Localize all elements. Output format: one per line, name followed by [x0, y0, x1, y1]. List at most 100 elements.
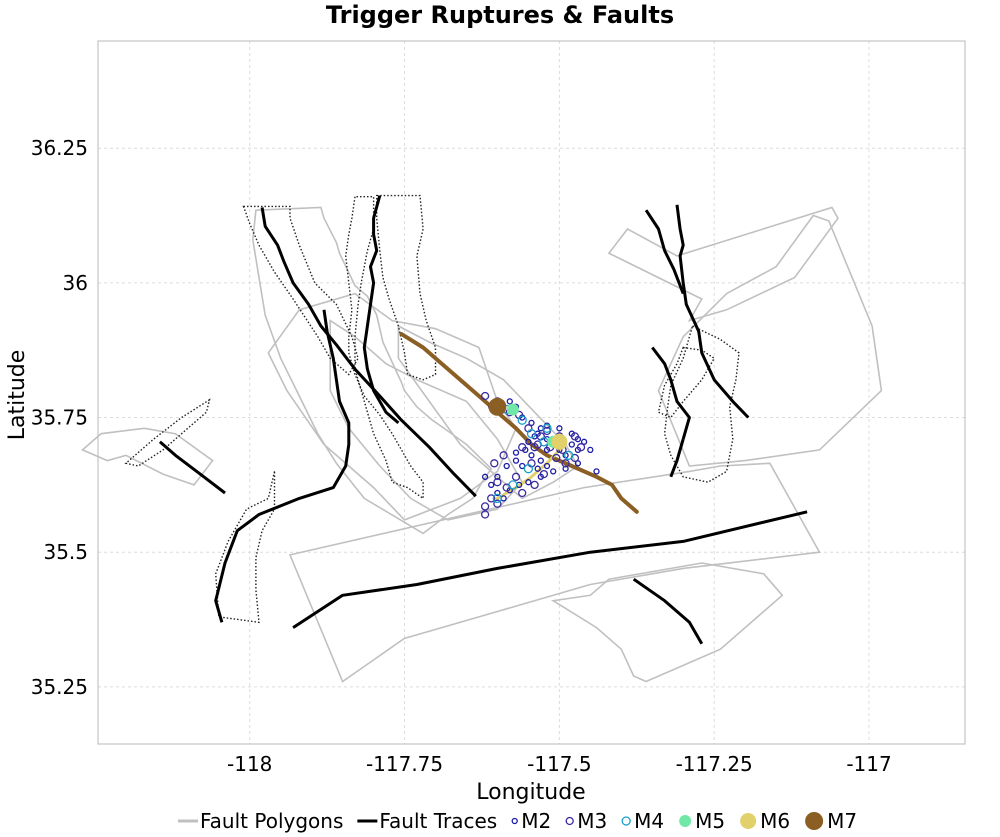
- fault-trace: [669, 438, 685, 478]
- event-m2: [550, 468, 557, 475]
- x-axis-label: Longitude: [476, 780, 585, 805]
- event-m4: [523, 464, 534, 474]
- event-m4: [508, 480, 518, 490]
- event-m3: [511, 472, 521, 481]
- legend-swatch: [740, 813, 757, 829]
- legend-item-fault-polygons: Fault Polygons: [178, 809, 343, 833]
- event-m3: [570, 432, 580, 441]
- rupture-trace-m6: [495, 448, 561, 500]
- legend-label: M6: [760, 809, 790, 833]
- legend: Fault Polygons Fault Traces M2 M3 M4 M5 M6 M7: [178, 809, 857, 833]
- legend-swatch: [511, 817, 518, 825]
- plot-frame: [97, 40, 966, 745]
- event-m3: [552, 453, 561, 463]
- fault-polygon-dotted: [214, 471, 276, 624]
- event-m2: [543, 462, 551, 470]
- fault-trace: [362, 195, 400, 425]
- event-m3: [561, 459, 570, 468]
- legend-label: M4: [634, 809, 664, 833]
- fault-polygons-dotted: [124, 194, 740, 624]
- legend-item-m6: M6: [740, 809, 790, 833]
- event-m3: [480, 510, 490, 519]
- fault-polygons: [81, 206, 883, 683]
- fault-trace: [214, 309, 351, 623]
- legend-swatch: [621, 816, 631, 826]
- event-m3: [539, 469, 549, 479]
- fault-trace: [292, 510, 808, 629]
- event-m3: [490, 459, 499, 468]
- fault-polygon: [657, 214, 883, 467]
- event-m2: [488, 481, 495, 489]
- event-m3: [493, 499, 502, 508]
- event-m4: [542, 423, 552, 433]
- event-m3: [518, 443, 527, 452]
- event-m3: [576, 443, 586, 452]
- fault-polygon-dotted: [376, 194, 437, 381]
- event-m2: [525, 479, 532, 486]
- fault-polygon: [550, 562, 784, 683]
- fault-polygon: [251, 206, 493, 535]
- event-m3: [480, 502, 490, 511]
- y-tick-label: 36.25: [31, 136, 88, 160]
- event-m6: [551, 433, 568, 450]
- legend-item-m5: M5: [679, 809, 725, 833]
- fault-polygon: [81, 427, 214, 486]
- legend-item-m4: M4: [621, 809, 664, 833]
- event-m2: [528, 419, 535, 427]
- event-m4: [564, 450, 574, 460]
- fault-polygon-dotted: [657, 346, 716, 419]
- event-m5: [506, 403, 519, 416]
- rupture-traces: [399, 332, 639, 514]
- fault-polygon-dotted: [124, 398, 211, 467]
- y-tick-label: 35.25: [31, 675, 88, 699]
- fault-trace: [632, 577, 704, 645]
- event-m2: [494, 489, 501, 497]
- event-m2: [593, 468, 600, 475]
- legend-item-fault-traces: Fault Traces: [357, 809, 497, 833]
- fault-trace: [651, 346, 691, 440]
- y-tick-label: 35.75: [31, 406, 88, 430]
- event-m2: [506, 398, 513, 405]
- event-m2: [534, 465, 541, 472]
- grid: [98, 41, 965, 744]
- event-m3: [487, 494, 496, 503]
- fault-polygon: [288, 462, 821, 683]
- x-tick-label: -118: [227, 752, 272, 776]
- event-m2: [503, 462, 510, 470]
- y-tick-labels: 35.25 35.5 35.75 36 36.25: [31, 136, 88, 699]
- legend-label: M2: [521, 809, 551, 833]
- fault-polygon: [607, 206, 839, 322]
- fault-polygon: [267, 292, 517, 521]
- legend-label: M3: [577, 809, 607, 833]
- x-tick-label: -117.5: [527, 752, 591, 776]
- fault-polygon-dotted: [344, 195, 424, 500]
- x-tick-label: -117.25: [676, 752, 753, 776]
- legend-swatch: [679, 815, 692, 827]
- event-m4: [526, 429, 537, 439]
- event-m2: [512, 449, 520, 456]
- x-tick-label: -117.75: [366, 752, 443, 776]
- chart-title: Trigger Ruptures & Faults: [326, 1, 674, 29]
- event-m2: [556, 425, 563, 432]
- event-m2: [525, 438, 532, 445]
- event-markers: [480, 391, 600, 519]
- legend-label: Fault Polygons: [200, 809, 343, 833]
- event-m4: [492, 493, 503, 504]
- y-tick-label: 35.5: [43, 540, 88, 564]
- event-m2: [568, 441, 575, 448]
- x-tick-labels: -118 -117.75 -117.5 -117.25 -117: [227, 752, 892, 776]
- fault-trace: [644, 209, 685, 295]
- legend-label: M5: [695, 809, 725, 833]
- legend-swatch: [805, 812, 824, 830]
- event-m2: [481, 473, 489, 480]
- legend-label: M7: [827, 809, 857, 833]
- event-m3: [493, 478, 502, 487]
- legend-item-m3: M3: [565, 809, 607, 833]
- event-m2: [537, 457, 544, 464]
- fault-trace: [158, 440, 226, 495]
- event-m2: [512, 457, 520, 464]
- fault-traces: [158, 195, 808, 645]
- y-tick-label: 36: [63, 271, 88, 295]
- event-m3: [480, 391, 490, 401]
